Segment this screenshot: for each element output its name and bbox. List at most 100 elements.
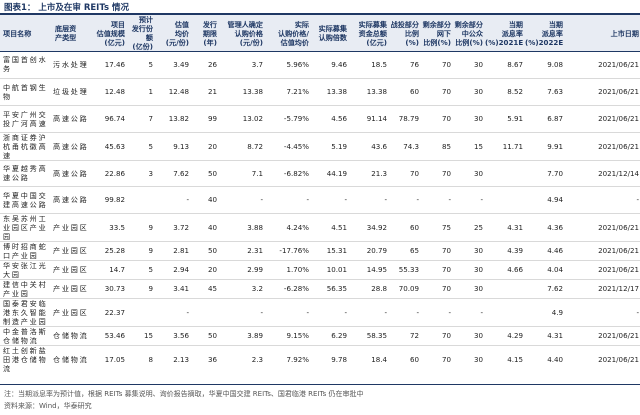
- cell-term: 40: [207, 195, 217, 204]
- header-background: [0, 15, 640, 51]
- cell-val_per: 9.13: [173, 141, 189, 151]
- cell-dy22: 9.08: [547, 59, 563, 69]
- cell-sub_mult: 9.78: [331, 354, 347, 364]
- cell-term: [190, 298, 218, 326]
- header-row: 项目名称 底层资 产类型 项目 估值规模 (亿元) 预计 发行份额 (亿份) 估值 均价…: [0, 15, 640, 51]
- cell-val_per: 2.94: [173, 265, 189, 274]
- cell-units: 8: [148, 354, 153, 364]
- column-header-size: 项目 估值规模 (亿元): [96, 19, 125, 47]
- cell-date: 2021/06/21: [598, 114, 639, 123]
- cell-val_per: 3.72: [173, 222, 189, 232]
- table-row: 红土创新盐田港仓储物流 仓储物流 17.05 8 2.13 36 2.3 7.92% 9.78 1…: [0, 345, 640, 373]
- cell-off_rem: 85: [441, 141, 451, 151]
- cell-date: 2021/06/21: [598, 222, 639, 232]
- cell-strat: 60: [409, 222, 419, 232]
- cell-dy21: 8.67: [507, 59, 523, 69]
- cell-name: 富国首创水务: [3, 55, 48, 74]
- cell-prem_val: -4.45%: [283, 141, 309, 151]
- cell-term: 26: [207, 59, 217, 69]
- cell-size: 45.63: [104, 141, 125, 151]
- title-bar: 图表1： 上市及在审 REITs 情况: [0, 0, 640, 13]
- cell-sub_mult: -: [344, 195, 347, 204]
- column-header-prem_val: 实际 认购价格/ 估值均价: [278, 19, 309, 47]
- cell-dy21: 4.39: [507, 246, 523, 255]
- cell-val_per: 12.48: [168, 87, 189, 96]
- cell-mgr_price: 3.88: [247, 222, 263, 232]
- cell-sub_mult: 4.56: [331, 114, 347, 123]
- cell-units: 3: [148, 168, 153, 178]
- source-note: 资料来源：Wind，华泰研究: [4, 402, 92, 410]
- cell-strat: 76: [409, 59, 419, 69]
- cell-mgr_price: 3.7: [251, 59, 263, 69]
- cell-raised: -: [384, 307, 387, 317]
- cell-dy22: 7.70: [547, 168, 563, 178]
- cell-asset: 仓储物流: [53, 331, 89, 340]
- cell-strat: 78.79: [398, 114, 419, 123]
- cell-raised: 20.79: [366, 246, 387, 255]
- cell-off_rem: -: [448, 195, 451, 204]
- cell-term: 50: [207, 331, 217, 340]
- cell-date: 2021/06/21: [598, 59, 639, 69]
- cell-date: 2021/06/21: [598, 354, 639, 364]
- cell-off_rem: -: [448, 307, 451, 317]
- cell-size: 96.74: [104, 114, 125, 123]
- cell-name: 浙商证券沪杭甬杭徽高速: [3, 132, 48, 160]
- cell-prem_val: 7.21%: [286, 87, 309, 96]
- cell-raised: 28.8: [371, 284, 387, 293]
- cell-size: 99.82: [104, 195, 125, 204]
- cell-dy21: [484, 160, 524, 186]
- cell-off_rem: 70: [441, 114, 451, 123]
- column-header-sub_mult: 实际募集 认购倍数: [318, 24, 347, 42]
- cell-date: -: [636, 195, 639, 204]
- cell-strat: 55.33: [398, 265, 419, 274]
- column-header-val_per: 估值 均价 (元/份): [165, 19, 189, 47]
- cell-dy22: 9.91: [547, 141, 563, 151]
- cell-mgr_price: 13.38: [242, 87, 263, 96]
- column-header-mgr_price: 管理人确定 认购价格 (元/份): [227, 19, 263, 47]
- cell-pub_rem: 30: [473, 354, 483, 364]
- cell-dy22: 4.36: [547, 222, 563, 232]
- column-header-term: 发行 期限 (年): [202, 19, 217, 47]
- cell-mgr_price: 2.3: [251, 354, 263, 364]
- cell-name: 华安张江光大园: [3, 260, 48, 279]
- cell-off_rem: 70: [441, 331, 451, 340]
- cell-term: 20: [207, 265, 217, 274]
- cell-mgr_price: -: [260, 195, 263, 204]
- cell-dy22: 4.31: [547, 331, 563, 340]
- cell-name: 东吴苏州工业园区产业园: [3, 213, 48, 241]
- cell-prem_val: -5.79%: [283, 114, 309, 123]
- cell-raised: 14.95: [366, 265, 387, 274]
- cell-pub_rem: 30: [473, 284, 483, 293]
- cell-strat: 70: [409, 168, 419, 178]
- cell-units: 5: [148, 265, 153, 274]
- cell-dy22: 4.94: [547, 195, 563, 204]
- cell-units: 9: [148, 246, 153, 255]
- top-rule: [0, 13, 640, 15]
- chart-title: 图表1： 上市及在审 REITs 情况: [4, 3, 130, 13]
- cell-pub_rem: 30: [473, 114, 483, 123]
- cell-strat: 70.09: [398, 284, 419, 293]
- cell-date: 2021/12/14: [598, 168, 639, 178]
- cell-asset: 高速公路: [53, 114, 89, 123]
- cell-sub_mult: 4.51: [331, 222, 347, 232]
- cell-asset: 产业园区: [53, 284, 89, 293]
- cell-dy22: 4.04: [547, 265, 563, 274]
- cell-val_per: 3.56: [173, 331, 189, 340]
- cell-size: 30.73: [104, 284, 125, 293]
- cell-pub_rem: 30: [473, 59, 483, 69]
- cell-off_rem: 70: [441, 265, 451, 274]
- cell-val_per: 2.13: [173, 354, 189, 364]
- cell-name: 博时招商蛇口产业园: [3, 241, 48, 260]
- cell-dy21: 4.15: [507, 354, 523, 364]
- cell-val_per: 3.49: [173, 59, 189, 69]
- cell-raised: 58.35: [366, 331, 387, 340]
- cell-prem_val: 5.96%: [286, 59, 309, 69]
- cell-size: 17.46: [104, 59, 125, 69]
- cell-term: 36: [207, 354, 217, 364]
- cell-pub_rem: -: [480, 195, 483, 204]
- cell-dy22: 4.40: [547, 354, 563, 364]
- cell-asset: 仓储物流: [53, 354, 89, 364]
- cell-off_rem: 70: [441, 168, 451, 178]
- cell-asset: 污水处理: [53, 59, 89, 69]
- column-header-asset: 底层资 产类型: [55, 24, 77, 42]
